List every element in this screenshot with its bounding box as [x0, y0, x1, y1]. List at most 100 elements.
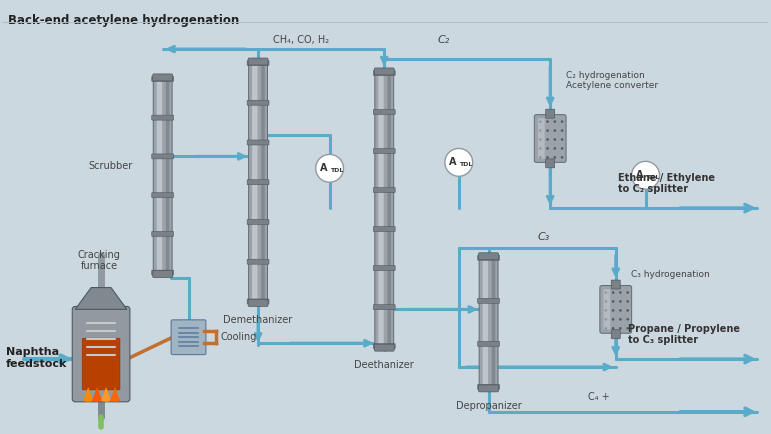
- FancyBboxPatch shape: [373, 305, 396, 309]
- FancyBboxPatch shape: [157, 80, 162, 271]
- Circle shape: [612, 318, 614, 321]
- Circle shape: [539, 138, 541, 141]
- FancyBboxPatch shape: [546, 159, 554, 168]
- Circle shape: [619, 309, 621, 312]
- FancyBboxPatch shape: [247, 180, 269, 185]
- FancyBboxPatch shape: [604, 289, 611, 329]
- FancyBboxPatch shape: [153, 77, 172, 274]
- Circle shape: [561, 138, 564, 141]
- FancyBboxPatch shape: [483, 259, 488, 385]
- Circle shape: [561, 156, 564, 159]
- Text: C₃ hydrogenation: C₃ hydrogenation: [631, 270, 709, 279]
- FancyBboxPatch shape: [252, 65, 258, 300]
- Text: Cracking
furnace: Cracking furnace: [78, 250, 120, 271]
- FancyBboxPatch shape: [478, 298, 500, 303]
- Circle shape: [619, 327, 621, 329]
- Circle shape: [619, 291, 621, 294]
- FancyBboxPatch shape: [153, 74, 173, 81]
- Text: A: A: [320, 163, 328, 173]
- Circle shape: [626, 318, 629, 321]
- Circle shape: [554, 147, 556, 150]
- FancyBboxPatch shape: [152, 154, 173, 159]
- FancyBboxPatch shape: [248, 62, 268, 303]
- FancyBboxPatch shape: [72, 306, 130, 402]
- FancyBboxPatch shape: [388, 75, 391, 345]
- FancyBboxPatch shape: [152, 193, 173, 197]
- FancyBboxPatch shape: [374, 344, 394, 351]
- Circle shape: [612, 309, 614, 312]
- FancyBboxPatch shape: [261, 65, 264, 300]
- Text: Demethanizer: Demethanizer: [224, 316, 293, 326]
- Text: Deethanizer: Deethanizer: [355, 360, 414, 370]
- FancyBboxPatch shape: [611, 330, 620, 339]
- FancyBboxPatch shape: [374, 68, 394, 75]
- Wedge shape: [83, 387, 93, 402]
- Circle shape: [546, 138, 549, 141]
- FancyBboxPatch shape: [534, 115, 566, 162]
- Text: Scrubber: Scrubber: [89, 161, 133, 171]
- FancyBboxPatch shape: [600, 286, 631, 333]
- FancyBboxPatch shape: [375, 72, 394, 348]
- Circle shape: [554, 129, 556, 132]
- Text: Depropanizer: Depropanizer: [456, 401, 521, 411]
- FancyBboxPatch shape: [611, 280, 620, 289]
- Circle shape: [612, 300, 614, 303]
- FancyBboxPatch shape: [153, 271, 173, 278]
- FancyBboxPatch shape: [373, 266, 396, 270]
- Circle shape: [604, 327, 607, 329]
- FancyBboxPatch shape: [247, 60, 269, 66]
- Text: Cooling: Cooling: [221, 332, 257, 342]
- FancyBboxPatch shape: [479, 385, 499, 392]
- FancyBboxPatch shape: [152, 76, 173, 81]
- FancyBboxPatch shape: [379, 74, 384, 345]
- Circle shape: [626, 300, 629, 303]
- Text: C₂ hydrogenation
Acetylene converter: C₂ hydrogenation Acetylene converter: [566, 71, 658, 90]
- FancyBboxPatch shape: [247, 259, 269, 264]
- Circle shape: [604, 300, 607, 303]
- Circle shape: [619, 318, 621, 321]
- Text: Ethane / Ethylene
to C₂ splitter: Ethane / Ethylene to C₂ splitter: [618, 173, 715, 194]
- Circle shape: [445, 148, 473, 176]
- Circle shape: [612, 327, 614, 329]
- Text: C₃: C₃: [537, 232, 550, 242]
- Circle shape: [554, 156, 556, 159]
- Circle shape: [631, 161, 659, 189]
- Circle shape: [546, 129, 549, 132]
- Circle shape: [539, 147, 541, 150]
- FancyBboxPatch shape: [373, 148, 396, 154]
- Circle shape: [626, 291, 629, 294]
- FancyBboxPatch shape: [478, 255, 500, 260]
- FancyBboxPatch shape: [373, 344, 396, 349]
- Circle shape: [546, 156, 549, 159]
- Text: TDL: TDL: [330, 168, 343, 173]
- FancyBboxPatch shape: [166, 81, 170, 271]
- FancyBboxPatch shape: [247, 100, 269, 105]
- Text: C₄ +: C₄ +: [588, 392, 610, 402]
- Wedge shape: [101, 387, 111, 402]
- Circle shape: [554, 138, 556, 141]
- Circle shape: [539, 156, 541, 159]
- FancyBboxPatch shape: [478, 342, 500, 346]
- FancyBboxPatch shape: [479, 256, 498, 388]
- FancyBboxPatch shape: [373, 70, 396, 76]
- Circle shape: [315, 155, 344, 182]
- FancyBboxPatch shape: [171, 320, 206, 355]
- Circle shape: [604, 318, 607, 321]
- FancyBboxPatch shape: [373, 227, 396, 232]
- FancyBboxPatch shape: [478, 385, 500, 389]
- FancyBboxPatch shape: [492, 260, 495, 385]
- FancyBboxPatch shape: [373, 187, 396, 193]
- Circle shape: [561, 129, 564, 132]
- Circle shape: [619, 300, 621, 303]
- Circle shape: [604, 309, 607, 312]
- FancyBboxPatch shape: [247, 140, 269, 145]
- FancyBboxPatch shape: [247, 299, 269, 304]
- FancyBboxPatch shape: [247, 220, 269, 224]
- FancyBboxPatch shape: [546, 109, 554, 118]
- Circle shape: [539, 129, 541, 132]
- Text: A: A: [636, 170, 644, 180]
- Circle shape: [546, 120, 549, 123]
- Circle shape: [554, 120, 556, 123]
- FancyBboxPatch shape: [152, 270, 173, 275]
- Circle shape: [546, 147, 549, 150]
